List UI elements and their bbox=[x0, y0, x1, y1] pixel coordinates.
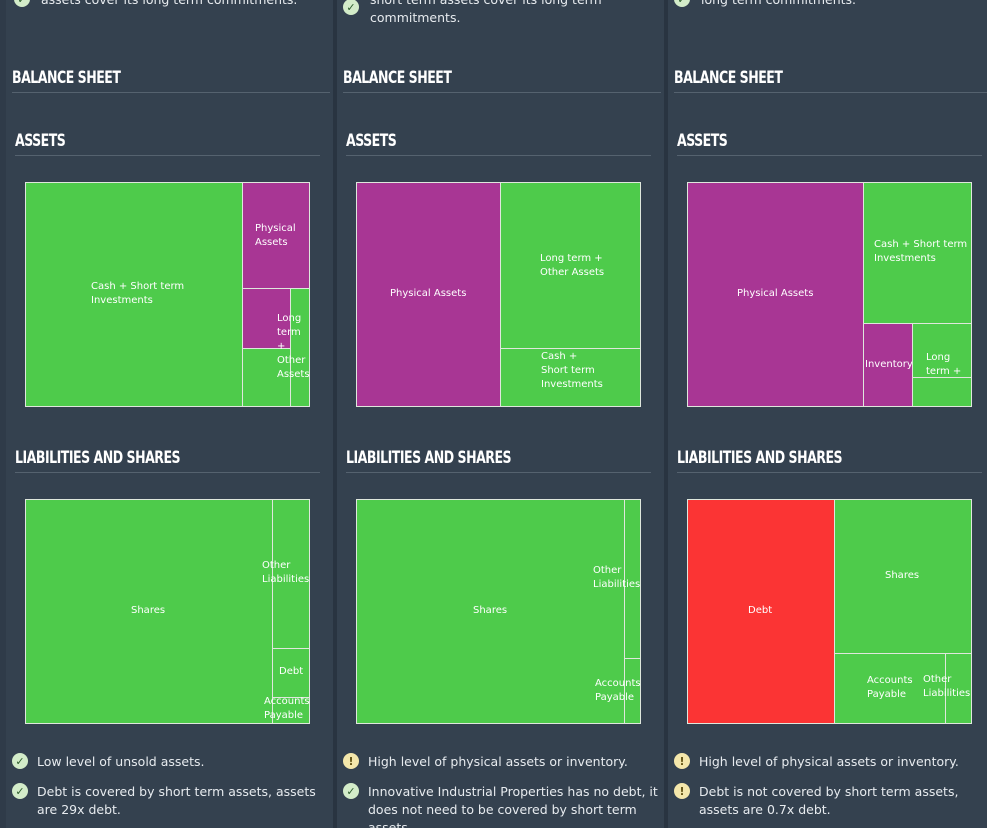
check-icon: ✓ bbox=[343, 0, 359, 15]
cell-label: Debt bbox=[748, 605, 773, 616]
treemap-cell-small bbox=[912, 377, 972, 407]
column-1: ✓ assets cover its long term commitments… bbox=[6, 0, 333, 828]
treemap-cell-cash: Cash + Short term Investments bbox=[863, 182, 972, 324]
cell-label: Accounts Payable bbox=[867, 675, 913, 700]
treemap-cell-debt: Debt bbox=[687, 499, 835, 724]
liabilities-treemap: Debt Shares Accounts Payable Other Liabi… bbox=[687, 499, 972, 724]
liabilities-treemap: Shares Other Liabilities Accounts Payabl… bbox=[356, 499, 641, 724]
treemap-cell-physical-assets: Physical Assets bbox=[242, 182, 310, 289]
treemap-cell-accounts-payable bbox=[624, 658, 641, 724]
long-term-label: Long term + Other Assets bbox=[277, 313, 310, 380]
cell-label: Shares bbox=[885, 570, 920, 581]
check-row: ! High level of physical assets or inven… bbox=[674, 753, 984, 771]
divider bbox=[12, 92, 330, 93]
divider bbox=[677, 155, 982, 156]
assets-heading: ASSETS bbox=[346, 131, 397, 151]
cell-label: Inventory bbox=[865, 359, 913, 370]
treemap-cell-shares: Shares bbox=[25, 499, 273, 724]
check-row: ✓ Innovative Industrial Properties has n… bbox=[343, 783, 659, 828]
top-check-row: ✓ short term assets cover its long term … bbox=[343, 0, 610, 27]
treemap-cell-long-term: Long term + Other Assets bbox=[500, 182, 641, 349]
divider bbox=[15, 472, 320, 473]
warning-icon: ! bbox=[674, 753, 690, 769]
balance-sheet-heading: BALANCE SHEET bbox=[674, 68, 783, 88]
check-text: High level of physical assets or invento… bbox=[368, 754, 628, 769]
check-icon: ✓ bbox=[674, 0, 690, 7]
check-icon: ✓ bbox=[14, 0, 30, 7]
balance-sheet-heading: BALANCE SHEET bbox=[12, 68, 121, 88]
column-3: ✓ long term commitments. BALANCE SHEET A… bbox=[668, 0, 987, 828]
divider bbox=[346, 472, 651, 473]
assets-treemap: Physical Assets Cash + Short term Invest… bbox=[687, 182, 972, 407]
check-icon: ✓ bbox=[12, 753, 28, 769]
treemap-cell-shares: Shares bbox=[356, 499, 625, 724]
treemap-cell-inventory: Inventory bbox=[863, 323, 913, 407]
top-check-text: short term assets cover its long term co… bbox=[370, 0, 602, 25]
accounts-payable-label: Accounts Payable bbox=[595, 678, 641, 703]
cell-label: Cash + Short term Investments bbox=[541, 351, 603, 390]
assets-treemap: Cash + Short term Investments Physical A… bbox=[25, 182, 310, 407]
check-text: Debt is not covered by short term assets… bbox=[699, 784, 959, 817]
cell-label: Cash + Short term Investments bbox=[91, 281, 185, 306]
cell-label: Cash + Short term Investments bbox=[874, 239, 968, 264]
treemap-cell-other-liabilities bbox=[945, 653, 972, 724]
top-check-row: ✓ long term commitments. bbox=[674, 0, 856, 9]
divider bbox=[674, 92, 987, 93]
treemap-cell-physical-assets: Physical Assets bbox=[356, 182, 501, 407]
check-icon: ✓ bbox=[12, 783, 28, 799]
treemap-cell-physical-small bbox=[242, 288, 291, 349]
liabilities-heading: LIABILITIES AND SHARES bbox=[346, 448, 512, 468]
assets-treemap: Physical Assets Long term + Other Assets… bbox=[356, 182, 641, 407]
treemap-cell-other-liabilities bbox=[272, 499, 310, 649]
divider bbox=[677, 472, 982, 473]
cell-label: Shares bbox=[473, 605, 508, 616]
cell-label: Debt bbox=[279, 666, 304, 677]
other-liabilities-label: Other Liabilities bbox=[923, 674, 971, 699]
accounts-payable-label: Accounts Payable bbox=[264, 696, 310, 721]
check-text: Innovative Industrial Properties has no … bbox=[368, 784, 658, 828]
assets-heading: ASSETS bbox=[677, 131, 728, 151]
treemap-cell-debt: Debt bbox=[272, 648, 310, 698]
check-row: ✓ Debt is covered by short term assets, … bbox=[12, 783, 322, 819]
other-liabilities-label: Other Liabilities bbox=[262, 560, 310, 585]
cell-label: Long term + Other Assets bbox=[926, 352, 962, 377]
treemap-cell-green-small bbox=[242, 348, 291, 407]
other-liabilities-label: Other Liabilities bbox=[593, 565, 641, 590]
liabilities-treemap: Shares Debt Other Liabilities Accounts P… bbox=[25, 499, 310, 724]
warning-icon: ! bbox=[674, 783, 690, 799]
divider bbox=[346, 155, 651, 156]
treemap-cell-accounts-payable bbox=[272, 697, 310, 724]
check-text: Low level of unsold assets. bbox=[37, 754, 205, 769]
check-text: Debt is covered by short term assets, as… bbox=[37, 784, 316, 817]
cell-label: Physical Assets bbox=[255, 223, 296, 248]
cell-label: Physical Assets bbox=[390, 288, 467, 299]
treemap-cell-long-term: Long term + Other Assets bbox=[912, 323, 972, 378]
cell-label: Shares bbox=[131, 605, 166, 616]
column-divider bbox=[333, 0, 337, 828]
divider bbox=[15, 155, 320, 156]
check-row: ✓ Low level of unsold assets. bbox=[12, 753, 322, 771]
treemap-cell-cash: Cash + Short term Investments bbox=[500, 348, 641, 407]
cell-label: Long term + Other Assets bbox=[540, 253, 605, 278]
divider bbox=[343, 92, 661, 93]
top-check-text: long term commitments. bbox=[701, 0, 856, 9]
treemap-cell-shares: Shares bbox=[834, 499, 972, 654]
top-check-text: assets cover its long term commitments. bbox=[41, 0, 297, 9]
balance-sheet-heading: BALANCE SHEET bbox=[343, 68, 452, 88]
treemap-cell-long-term bbox=[290, 288, 310, 407]
check-icon: ✓ bbox=[343, 783, 359, 799]
column-divider bbox=[664, 0, 668, 828]
assets-heading: ASSETS bbox=[15, 131, 66, 151]
check-row: ! High level of physical assets or inven… bbox=[343, 753, 659, 771]
check-text: High level of physical assets or invento… bbox=[699, 754, 959, 769]
cell-label: Physical Assets bbox=[737, 288, 814, 299]
column-2: ✓ short term assets cover its long term … bbox=[337, 0, 664, 828]
check-row: ! Debt is not covered by short term asse… bbox=[674, 783, 984, 819]
liabilities-heading: LIABILITIES AND SHARES bbox=[677, 448, 843, 468]
top-check-row: ✓ assets cover its long term commitments… bbox=[14, 0, 297, 9]
treemap-cell-cash: Cash + Short term Investments bbox=[25, 182, 243, 407]
treemap-cell-physical-assets: Physical Assets bbox=[687, 182, 864, 407]
liabilities-heading: LIABILITIES AND SHARES bbox=[15, 448, 181, 468]
warning-icon: ! bbox=[343, 753, 359, 769]
